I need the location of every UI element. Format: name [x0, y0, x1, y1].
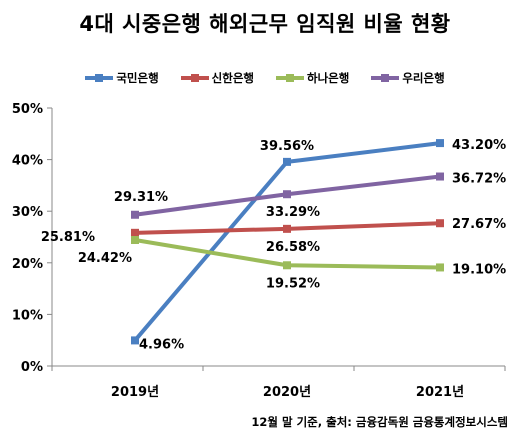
data-label: 19.10% [452, 262, 506, 277]
data-label: 29.31% [114, 190, 168, 205]
data-label: 4.96% [139, 337, 184, 352]
series-point [436, 139, 444, 148]
x-tick-label: 2019년 [111, 385, 159, 400]
series-point [436, 263, 444, 272]
data-label: 39.56% [260, 139, 314, 154]
series-point [436, 172, 444, 181]
series-point [131, 235, 139, 244]
legend-label-kookmin: 국민은행 [116, 71, 159, 85]
data-label: 36.72% [452, 172, 506, 187]
series-point [131, 228, 139, 237]
legend-label-shinhan: 신한은행 [211, 71, 254, 85]
chart-title: 4대 시중은행 해외근무 임직원 비율 현황 [79, 12, 451, 36]
legend-swatch-hana [276, 74, 304, 82]
x-tick-label: 2021년 [416, 385, 464, 400]
series-point [436, 219, 444, 228]
legend-label-hana: 하나은행 [307, 71, 350, 85]
chart-legend: 국민은행 신한은행 하나은행 우리은행 [0, 70, 530, 86]
y-tick-label: 50% [12, 102, 43, 117]
legend-label-woori: 우리은행 [402, 71, 445, 85]
legend-item-kookmin: 국민은행 [85, 70, 159, 86]
legend-item-shinhan: 신한은행 [180, 70, 254, 86]
source-note: 12월 말 기준, 출처: 금융감독원 금융통계정보시스템 [251, 415, 508, 429]
series-point [283, 261, 291, 270]
data-label: 33.29% [266, 205, 320, 220]
y-tick-label: 30% [12, 205, 43, 220]
series-point [131, 210, 139, 219]
y-tick-label: 10% [12, 308, 43, 323]
data-label: 26.58% [266, 240, 320, 255]
data-label: 24.42% [78, 251, 132, 266]
x-tick-label: 2020년 [263, 385, 311, 400]
data-label: 25.81% [41, 230, 95, 245]
data-label: 43.20% [452, 138, 506, 153]
y-tick-label: 40% [12, 154, 43, 169]
legend-swatch-shinhan [180, 74, 209, 82]
legend-swatch-woori [371, 74, 400, 82]
series-point [283, 190, 291, 199]
y-tick-label: 20% [12, 257, 43, 272]
series-point [131, 336, 139, 345]
legend-item-woori: 우리은행 [371, 70, 445, 86]
data-label: 27.67% [452, 217, 506, 232]
legend-item-hana: 하나은행 [276, 70, 349, 86]
legend-swatch-kookmin [85, 74, 114, 82]
data-label: 19.52% [266, 276, 320, 291]
y-tick-label: 0% [21, 360, 43, 375]
series-point [283, 224, 291, 233]
series-point [283, 157, 291, 166]
